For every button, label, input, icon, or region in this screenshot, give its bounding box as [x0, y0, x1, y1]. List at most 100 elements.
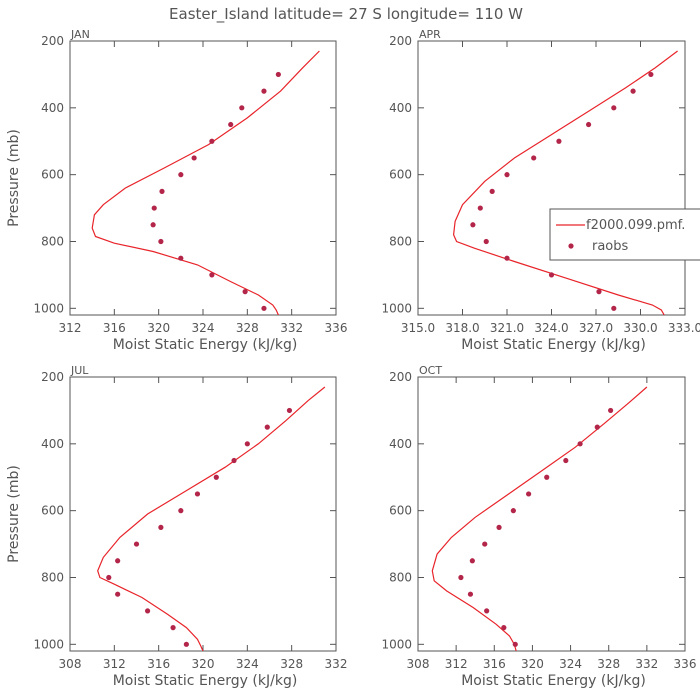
x-tick-label: 330.0 [623, 321, 657, 335]
raob-point [231, 457, 237, 464]
raob-point [630, 88, 636, 94]
panel-apr: APR 315.0 318.0 321.0 324.0 327.0 330.0 333.0 20… [381, 28, 700, 353]
raob-point [213, 474, 219, 480]
x-axis-label: Moist Static Energy (kJ/kg) [113, 337, 298, 353]
y-tick-label: 800 [389, 234, 412, 248]
raob-point [482, 541, 488, 547]
raob-point [275, 71, 281, 78]
y-tick-label: 1000 [381, 637, 412, 651]
x-tick-label: 320 [192, 657, 215, 671]
x-tick-label: 320 [147, 321, 170, 335]
panel-frame [69, 40, 337, 316]
raob-point [178, 172, 184, 178]
raob-point [178, 255, 184, 261]
raob-point [563, 457, 569, 464]
raob-point [512, 641, 518, 647]
panel-label: APR [419, 28, 441, 41]
y-tick-label: 200 [389, 34, 412, 48]
series-line-model [97, 386, 326, 651]
raob-point [239, 105, 245, 111]
legend-swatch-dot [568, 243, 574, 249]
x-tick-label: 327.0 [579, 321, 613, 335]
raob-point [242, 289, 248, 295]
y-tick-label: 400 [389, 101, 412, 115]
figure-title: Easter_Island latitude= 27 S longitude= … [169, 5, 523, 24]
x-tick-label: 324 [192, 321, 215, 335]
raob-point [489, 188, 495, 194]
y-tick-label: 400 [41, 437, 64, 451]
raob-point [209, 272, 215, 278]
raob-point [261, 305, 267, 311]
raob-point [470, 222, 476, 228]
raob-point [594, 424, 600, 430]
x-tick-label: 308 [407, 657, 430, 671]
x-axis-label: Moist Static Energy (kJ/kg) [461, 337, 646, 353]
x-tick-label: 308 [59, 657, 82, 671]
panel-label: OCT [419, 364, 442, 377]
y-tick-label: 400 [41, 101, 64, 115]
raob-point [585, 121, 592, 128]
y-axis-label: Pressure (mb) [6, 129, 22, 227]
raob-point [544, 474, 550, 480]
raob-point [170, 625, 176, 631]
y-axis-label: Pressure (mb) [6, 465, 22, 563]
x-tick-label: 312 [59, 321, 82, 335]
plot-area [431, 386, 648, 651]
raob-point [504, 172, 510, 178]
raob-point [477, 205, 483, 211]
x-tick-label: 328 [597, 657, 620, 671]
raob-point [469, 558, 475, 564]
x-tick-label: 324.0 [534, 321, 568, 335]
panel-label: JUL [70, 364, 89, 377]
x-tick-label: 332 [635, 657, 658, 671]
raob-point [458, 574, 464, 581]
y-tick-label: 600 [389, 504, 412, 518]
raob-point [115, 558, 121, 564]
x-axis-label: Moist Static Energy (kJ/kg) [113, 673, 298, 689]
series-line-model [452, 50, 678, 315]
panel-frame [69, 376, 337, 652]
raob-point [106, 574, 112, 581]
x-tick-label: 336 [325, 321, 348, 335]
x-tick-label: 328 [236, 321, 259, 335]
y-tick-label: 800 [41, 234, 64, 248]
x-tick-label: 315.0 [401, 321, 435, 335]
raob-point [526, 491, 532, 497]
raob-point [556, 138, 562, 144]
raob-point [144, 608, 151, 614]
x-tick-label: 318.0 [445, 321, 479, 335]
y-tick-label: 400 [389, 437, 412, 451]
raob-point [611, 305, 617, 311]
panel-jul: JUL 308 312 316 320 324 328 332 200 400 600 800 1000… [6, 364, 347, 689]
y-tick-label: 200 [41, 370, 64, 384]
panel-frame [417, 376, 686, 652]
y-tick-label: 200 [41, 34, 64, 48]
y-tick-label: 800 [41, 570, 64, 584]
raob-point [133, 541, 140, 547]
raob-point [501, 625, 507, 631]
y-tick-label: 600 [389, 168, 412, 182]
legend-entry-model: f2000.099.pmf. [586, 218, 685, 233]
panel-oct: OCT 308 312 316 320 324 328 332 336 200 400 600 800 1… [381, 364, 696, 689]
series-line-model [431, 386, 648, 651]
raob-point [115, 591, 121, 597]
legend: f2000.099.pmf. raobs [549, 208, 700, 261]
raob-point [496, 524, 502, 530]
raob-point [648, 71, 654, 78]
x-tick-label: 324 [559, 657, 582, 671]
plot-area [452, 50, 678, 315]
y-tick-label: 800 [389, 570, 412, 584]
y-tick-label: 600 [41, 504, 64, 518]
series-line-model [91, 50, 320, 315]
raob-point [467, 591, 474, 597]
raob-point [596, 289, 602, 295]
raob-point [150, 222, 156, 228]
x-tick-label: 336 [674, 657, 697, 671]
raob-point [209, 138, 215, 144]
raob-point [158, 524, 164, 530]
x-tick-label: 321.0 [490, 321, 524, 335]
raob-point [151, 205, 157, 211]
raob-point [261, 88, 267, 94]
raob-point [504, 255, 510, 261]
panel-label: JAN [70, 28, 90, 41]
